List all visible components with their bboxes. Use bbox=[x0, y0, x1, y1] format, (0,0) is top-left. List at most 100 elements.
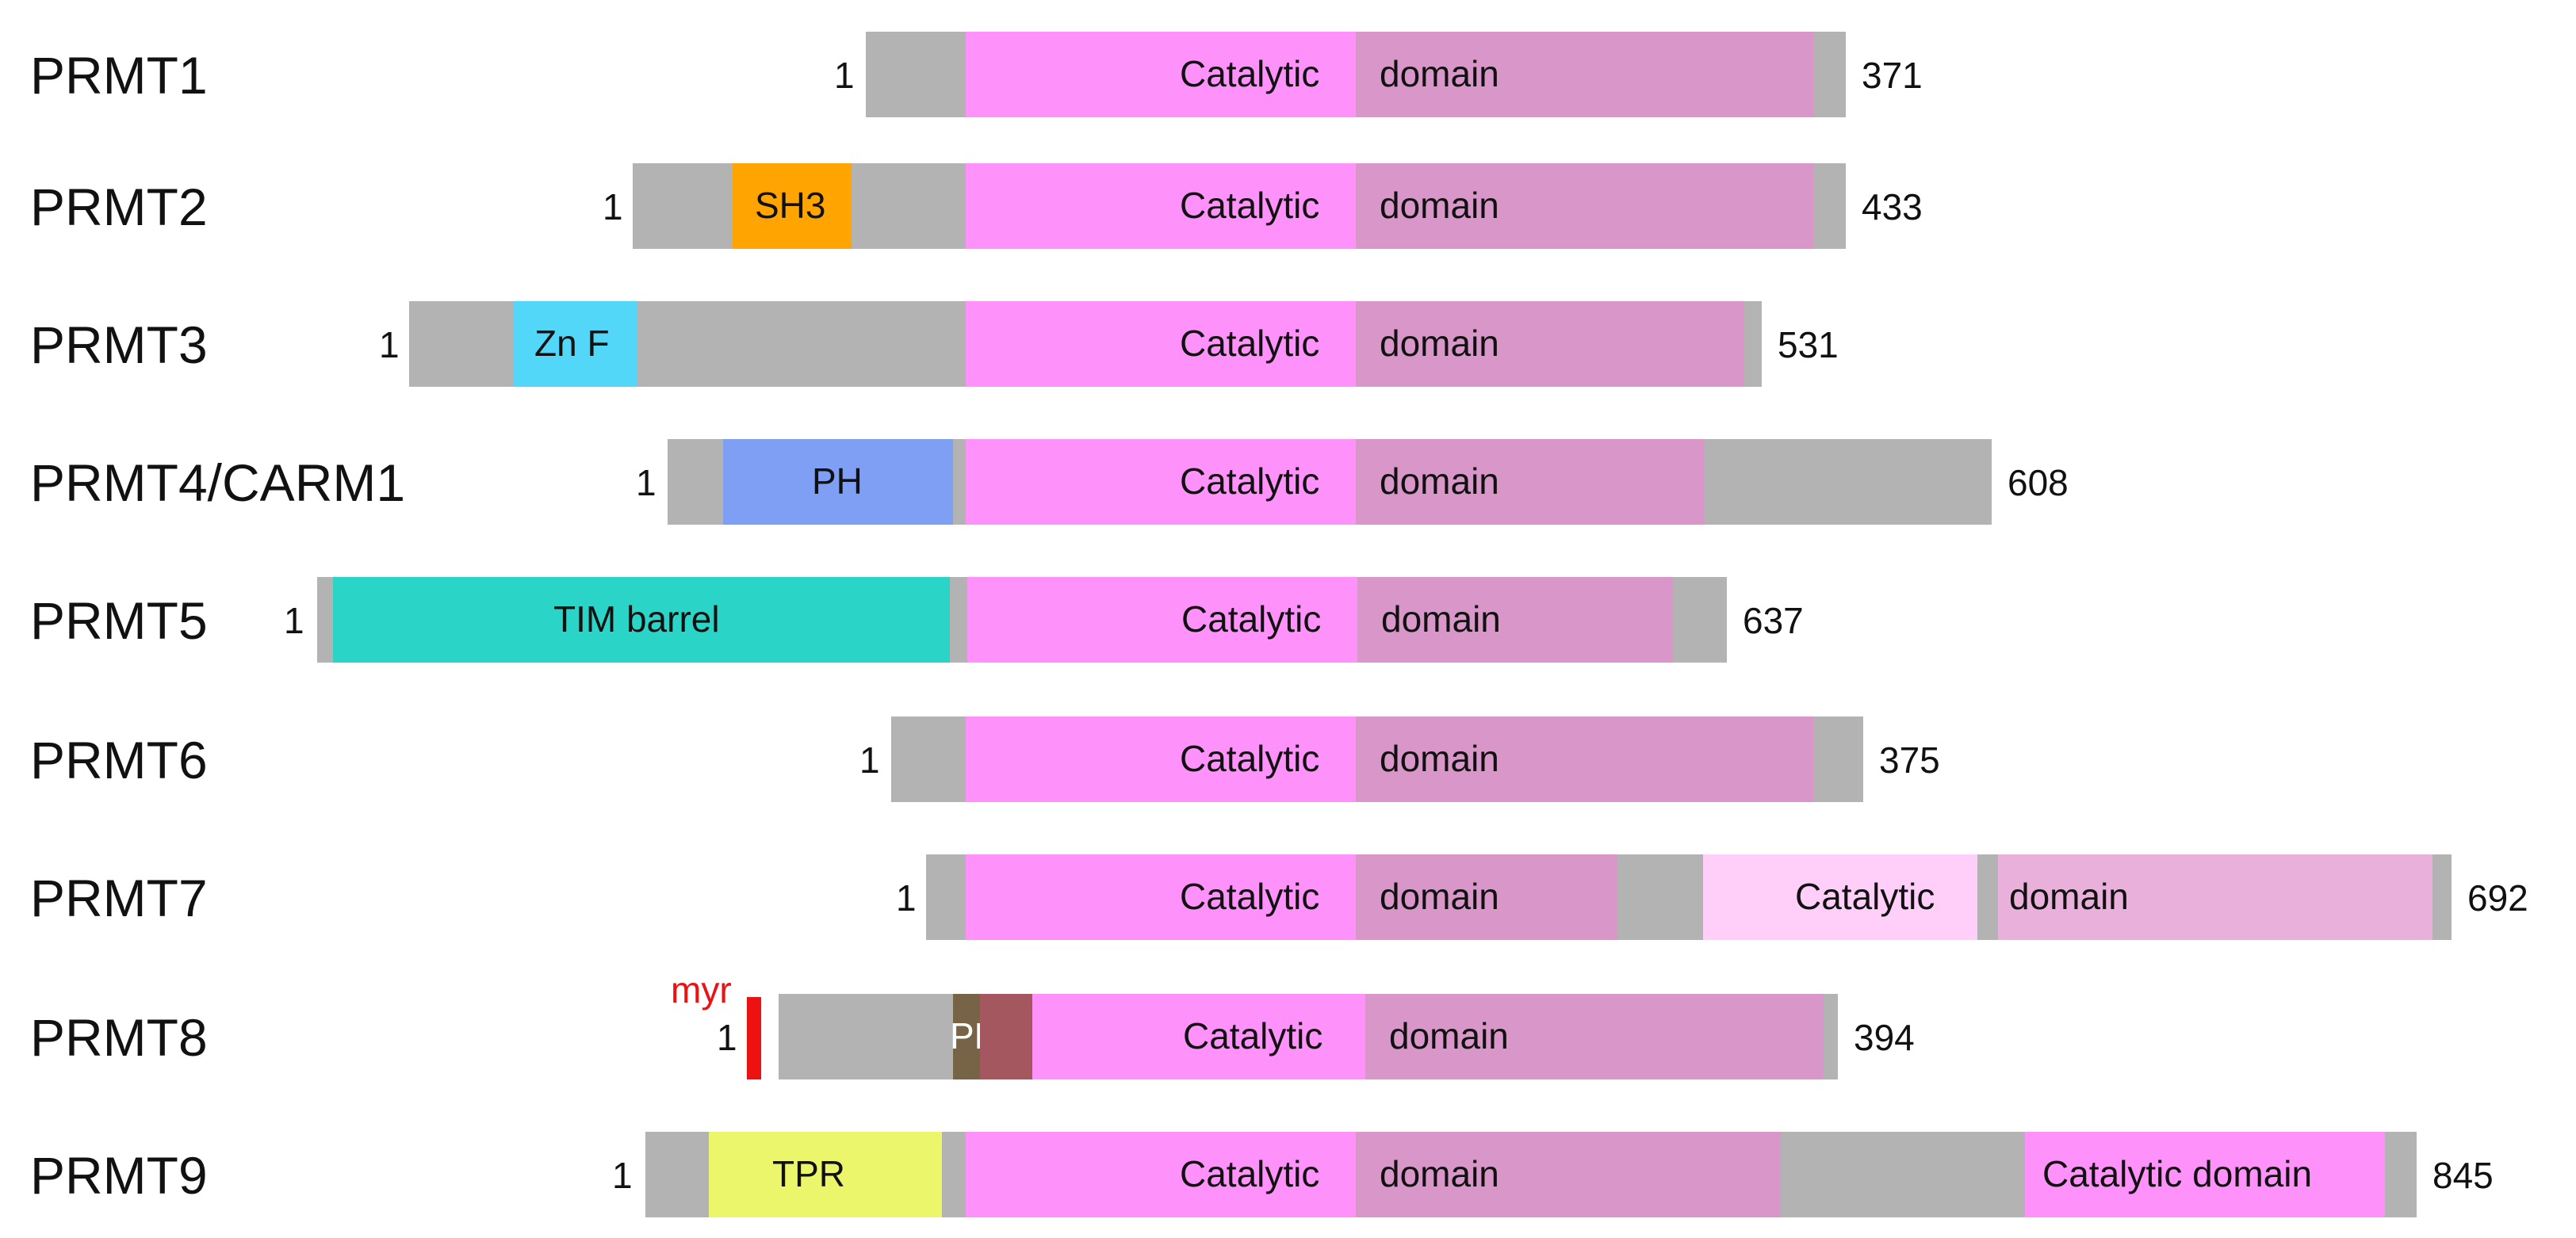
segment-catalytic-prmt2: Catalytic bbox=[966, 163, 1356, 249]
segment-linker-prmt8 bbox=[779, 994, 953, 1079]
segment-label-domain: domain bbox=[1380, 185, 1499, 226]
segment-ph-prmt4-carm1: PH bbox=[723, 439, 953, 525]
segment-linker-prmt9 bbox=[1781, 1132, 2025, 1217]
start-residue-prmt5: 1 bbox=[284, 600, 304, 641]
segment-linker-prmt2 bbox=[633, 163, 733, 249]
segment-label-domain: domain bbox=[1380, 460, 1499, 502]
segment-linker-prmt7 bbox=[2432, 854, 2452, 940]
segment-label-sh3: SH3 bbox=[755, 185, 826, 226]
segment-catalytic-prmt9: Catalytic bbox=[966, 1132, 1356, 1217]
protein-name-prmt6: PRMT6 bbox=[30, 731, 208, 789]
segment-domain-light-prmt7: domain bbox=[1998, 854, 2432, 940]
segment-label-catalytic: Catalytic bbox=[1180, 460, 1320, 502]
start-residue-prmt2: 1 bbox=[603, 186, 623, 227]
segment-label-domain: domain bbox=[1380, 323, 1499, 364]
segment-domain-prmt1: domain bbox=[1356, 32, 1814, 117]
segment-label-domain: domain bbox=[1381, 598, 1501, 640]
segment-linker-prmt9 bbox=[942, 1132, 966, 1217]
segment-label-domain: domain bbox=[1380, 876, 1499, 917]
segment-domain-prmt9: domain bbox=[1356, 1132, 1781, 1217]
segment-linker-prmt1 bbox=[866, 32, 966, 117]
segment-catalytic-prmt5: Catalytic bbox=[967, 577, 1357, 663]
segment-label-domain: domain bbox=[1380, 53, 1499, 94]
segment-linker-prmt5 bbox=[950, 577, 967, 663]
end-residue-prmt2: 433 bbox=[1862, 186, 1923, 227]
segment-label-catalytic: Catalytic bbox=[1180, 1153, 1320, 1194]
segment-linker-prmt6 bbox=[1814, 716, 1863, 802]
protein-name-prmt7: PRMT7 bbox=[30, 869, 208, 927]
segment-linker-prmt1 bbox=[1814, 32, 1846, 117]
segment-znf-prmt3: Zn F bbox=[514, 301, 637, 387]
segment-catalytic-prmt8: Catalytic bbox=[1032, 994, 1365, 1079]
segment-sh3-prmt2: SH3 bbox=[733, 163, 852, 249]
end-residue-prmt1: 371 bbox=[1862, 55, 1923, 96]
segment-domain-prmt5: domain bbox=[1357, 577, 1673, 663]
segment-linker-prmt3 bbox=[637, 301, 966, 387]
segment-domain-prmt3: domain bbox=[1356, 301, 1744, 387]
segment-label-catalytic: Catalytic bbox=[1180, 323, 1320, 364]
segment-label-znf: Zn F bbox=[534, 323, 610, 364]
end-residue-prmt4-carm1: 608 bbox=[2008, 462, 2069, 503]
segment-linker-prmt4-carm1 bbox=[1705, 439, 1992, 525]
segment-linker-prmt5 bbox=[1673, 577, 1727, 663]
start-residue-prmt3: 1 bbox=[379, 324, 400, 365]
start-residue-prmt1: 1 bbox=[834, 55, 855, 96]
segment-linker-prmt2 bbox=[1814, 163, 1846, 249]
segment-tpr-prmt9: TPR bbox=[709, 1132, 942, 1217]
end-residue-prmt9: 845 bbox=[2432, 1155, 2494, 1196]
segment-label-catalytic: Catalytic domain bbox=[2042, 1153, 2313, 1194]
end-residue-prmt3: 531 bbox=[1778, 324, 1839, 365]
segment-linker-prmt9 bbox=[645, 1132, 709, 1217]
start-residue-prmt8: 1 bbox=[717, 1017, 737, 1058]
protein-name-prmt3: PRMT3 bbox=[30, 315, 208, 374]
segment-domain-prmt4-carm1: domain bbox=[1356, 439, 1705, 525]
segment-label-catalytic: Catalytic bbox=[1180, 53, 1320, 94]
protein-name-prmt4-carm1: PRMT4/CARM1 bbox=[30, 453, 406, 512]
segment-label-catalytic: Catalytic bbox=[1181, 598, 1322, 640]
segment-label-catalytic: Catalytic bbox=[1180, 876, 1320, 917]
segment-domain-prmt8: domain bbox=[1365, 994, 1824, 1079]
segment-catalytic-prmt1: Catalytic bbox=[966, 32, 1356, 117]
segment-gap-prmt8 bbox=[761, 994, 779, 1079]
segment-pld-dark-prmt8: PLD bbox=[950, 994, 1020, 1079]
segment-label-catalytic: Catalytic bbox=[1180, 738, 1320, 779]
segment-linker-prmt6 bbox=[891, 716, 966, 802]
protein-name-prmt8: PRMT8 bbox=[30, 1008, 208, 1067]
myristoylation-label: myr bbox=[671, 969, 732, 1011]
segment-label-ph: PH bbox=[812, 460, 863, 502]
segment-myr-prmt8 bbox=[747, 997, 761, 1079]
segment-label-domain-light: domain bbox=[2009, 876, 2129, 917]
end-residue-prmt7: 692 bbox=[2467, 877, 2528, 919]
start-residue-prmt7: 1 bbox=[896, 877, 917, 919]
segment-catalytic-prmt9: Catalytic domain bbox=[2025, 1132, 2385, 1217]
end-residue-prmt5: 637 bbox=[1743, 600, 1804, 641]
protein-name-prmt2: PRMT2 bbox=[30, 178, 208, 236]
segment-label-domain: domain bbox=[1380, 1153, 1499, 1194]
segment-linker-prmt7 bbox=[926, 854, 966, 940]
segment-linker-prmt5 bbox=[317, 577, 333, 663]
segment-label-catalytic: Catalytic bbox=[1180, 185, 1320, 226]
segment-linker-prmt3 bbox=[409, 301, 514, 387]
segment-label-domain: domain bbox=[1389, 1015, 1509, 1057]
segment-linker-prmt9 bbox=[2385, 1132, 2417, 1217]
protein-name-prmt1: PRMT1 bbox=[30, 46, 208, 105]
segment-linker-prmt2 bbox=[852, 163, 966, 249]
segment-catalytic-prmt6: Catalytic bbox=[966, 716, 1356, 802]
protein-name-prmt5: PRMT5 bbox=[30, 591, 208, 650]
segment-linker-prmt7 bbox=[1617, 854, 1703, 940]
segment-domain-prmt6: domain bbox=[1356, 716, 1814, 802]
start-residue-prmt6: 1 bbox=[859, 739, 880, 781]
segment-catalytic-prmt4-carm1: Catalytic bbox=[966, 439, 1356, 525]
segment-label-tim: TIM barrel bbox=[553, 598, 720, 640]
start-residue-prmt4-carm1: 1 bbox=[636, 462, 656, 503]
protein-name-prmt9: PRMT9 bbox=[30, 1146, 208, 1205]
segment-label-catalytic: Catalytic bbox=[1183, 1015, 1323, 1057]
segment-label-catalytic-light: Catalytic bbox=[1795, 876, 1935, 917]
segment-domain-prmt7: domain bbox=[1356, 854, 1617, 940]
segment-linker-prmt8 bbox=[1824, 994, 1838, 1079]
segment-catalytic-prmt3: Catalytic bbox=[966, 301, 1356, 387]
segment-tim-prmt5: TIM barrel bbox=[333, 577, 950, 663]
segment-linker-prmt3 bbox=[1744, 301, 1762, 387]
segment-label-tpr: TPR bbox=[772, 1153, 845, 1194]
